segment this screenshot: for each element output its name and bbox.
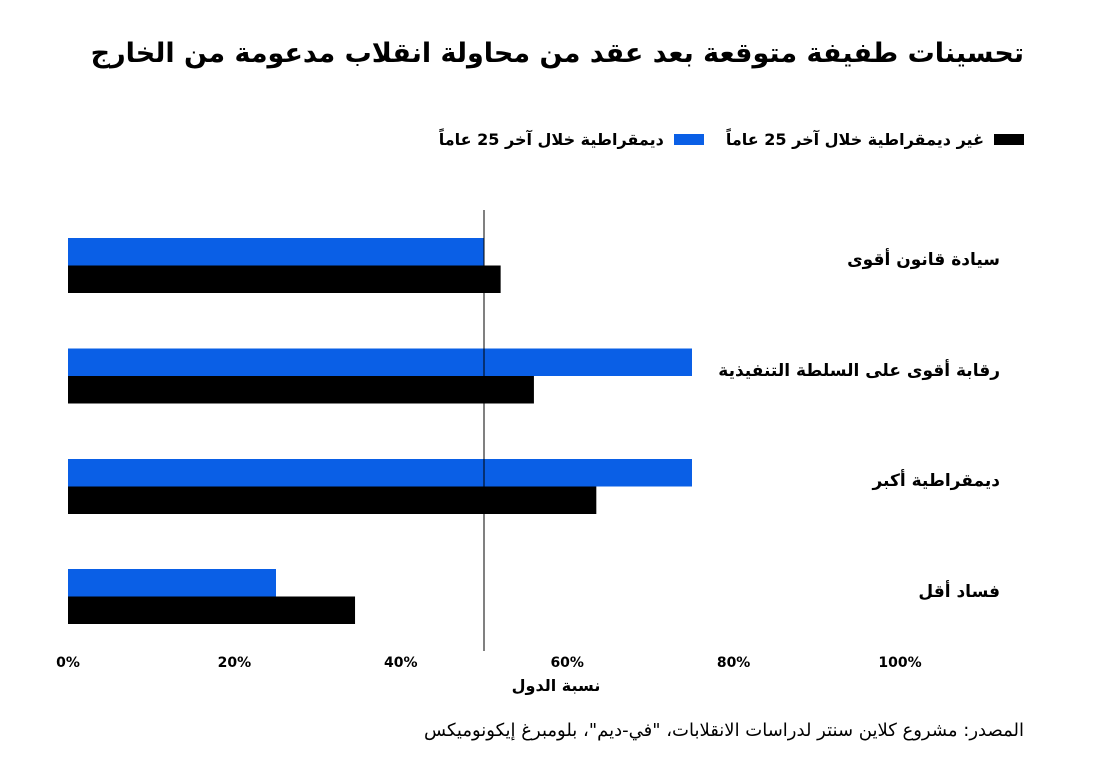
bar-democratic-3 <box>68 569 276 597</box>
legend-item-non-democratic: غير ديمقراطية خلال آخر 25 عاماً <box>726 130 1024 149</box>
chart-title: تحسينات طفيفة متوقعة بعد عقد من محاولة ا… <box>90 38 1024 69</box>
legend-item-democratic: ديمقراطية خلال آخر 25 عاماً <box>439 130 704 149</box>
bar-democratic-1 <box>68 348 692 376</box>
bar-non-democratic-1 <box>68 376 534 404</box>
category-label: رقابة أقوى على السلطة التنفيذية <box>718 361 1000 381</box>
legend-swatch-democratic <box>673 134 704 145</box>
category-label: ديمقراطية أكبر <box>872 471 1000 491</box>
category-label: فساد أقل <box>918 582 1000 602</box>
x-axis-title: نسبة الدول <box>511 676 601 695</box>
bar-non-democratic-3 <box>68 596 356 624</box>
x-tick-label: 20% <box>218 655 252 671</box>
bar-non-democratic-0 <box>68 265 501 293</box>
category-label: سيادة قانون أقوى <box>847 250 1000 270</box>
x-tick-label: 40% <box>384 655 418 671</box>
legend-label-democratic: ديمقراطية خلال آخر 25 عاماً <box>438 130 664 149</box>
legend-swatch-non-democratic <box>994 134 1024 145</box>
bar-democratic-0 <box>68 238 484 266</box>
bar-democratic-2 <box>68 459 692 487</box>
x-tick-label: 0% <box>56 655 80 671</box>
x-tick-label: 80% <box>717 655 751 671</box>
legend: غير ديمقراطية خلال آخر 25 عاماً ديمقراطي… <box>439 130 1024 149</box>
x-tick-label: 60% <box>550 655 584 671</box>
x-tick-label: 100% <box>878 655 921 671</box>
bar-non-democratic-2 <box>68 486 597 514</box>
source-note: المصدر: مشروع كلاين سنتر لدراسات الانقلا… <box>424 720 1024 741</box>
legend-label-non-democratic: غير ديمقراطية خلال آخر 25 عاماً <box>725 130 984 149</box>
